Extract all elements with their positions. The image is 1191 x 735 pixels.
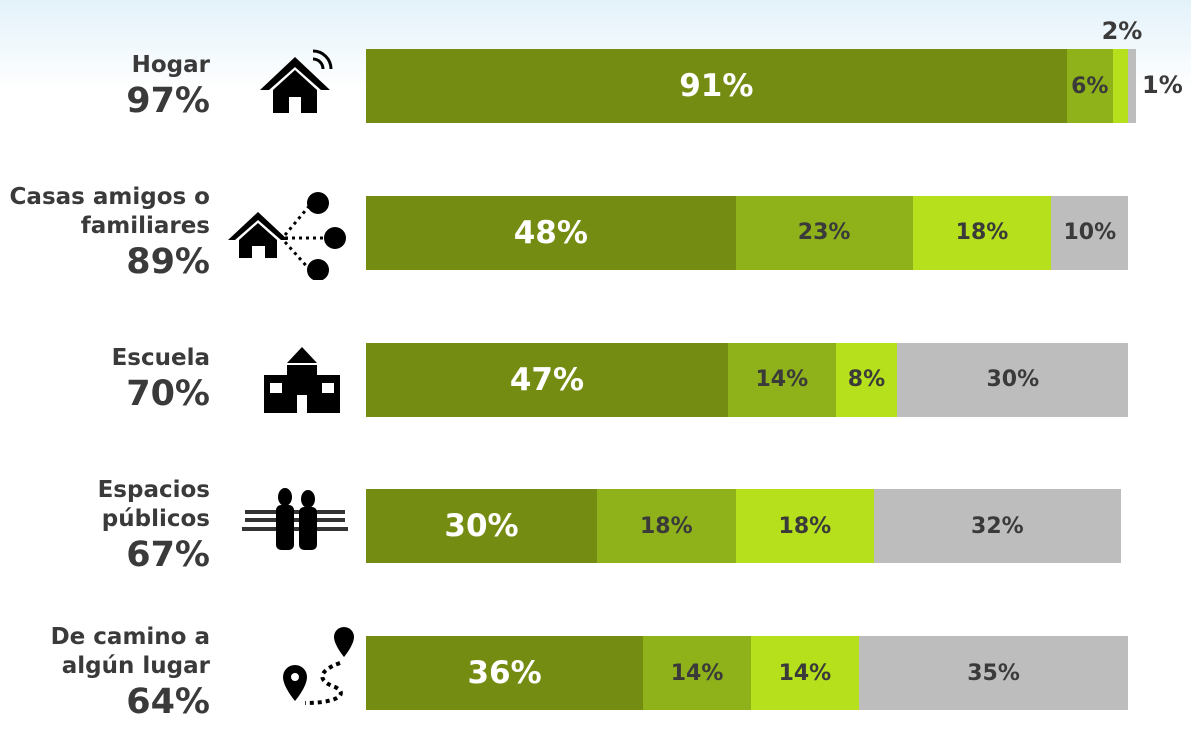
category-label: Escuela 70% bbox=[0, 310, 210, 450]
category-name: Casas amigos o familiares bbox=[9, 183, 210, 239]
bar-segment: 14% bbox=[727, 342, 836, 417]
category-label: Espacios públicos 67% bbox=[0, 456, 210, 596]
value-label: 6% bbox=[1071, 73, 1109, 99]
bench-icon bbox=[242, 488, 348, 550]
bar-segment: 18% bbox=[735, 489, 875, 564]
bar-segment: 18% bbox=[597, 489, 736, 564]
bar-segment: 10% bbox=[1051, 195, 1129, 270]
value-label: 14% bbox=[755, 367, 809, 392]
route-icon bbox=[283, 627, 354, 705]
category-name: Escuela bbox=[111, 345, 210, 371]
value-label: 91% bbox=[679, 68, 754, 104]
bar-segment: 30% bbox=[897, 342, 1129, 417]
category-label: De camino a algún lugar 64% bbox=[0, 603, 210, 735]
bar-segment: 6% bbox=[1066, 49, 1113, 123]
value-label: 36% bbox=[467, 655, 542, 691]
bar-segment: 14% bbox=[751, 636, 859, 710]
category-total: 89% bbox=[126, 241, 210, 282]
category-name: De camino a algún lugar bbox=[50, 624, 210, 679]
bar-segment: 47% bbox=[366, 342, 728, 417]
category-total: 70% bbox=[126, 374, 210, 414]
category-name: Espacios públicos bbox=[97, 477, 210, 533]
category-total: 64% bbox=[126, 682, 210, 722]
bar-segment: 35% bbox=[858, 636, 1129, 710]
bar-segment: 48% bbox=[366, 195, 736, 270]
value-label: 18% bbox=[778, 513, 832, 539]
value-label: 23% bbox=[797, 220, 851, 246]
bar-segment: 32% bbox=[874, 489, 1121, 564]
home-icon bbox=[260, 49, 333, 113]
value-label: 14% bbox=[670, 660, 724, 686]
bar-segment: 30% bbox=[366, 489, 597, 564]
category-label: Hogar 97% bbox=[0, 16, 210, 156]
category-name: Hogar bbox=[131, 51, 210, 78]
value-label: 18% bbox=[639, 513, 693, 539]
school-icon bbox=[264, 347, 340, 413]
value-label: 18% bbox=[955, 220, 1009, 246]
bar-segment bbox=[1128, 49, 1136, 123]
bar-segment: 8% bbox=[835, 342, 898, 417]
bar-segment: 14% bbox=[643, 636, 751, 710]
value-label: 30% bbox=[986, 367, 1040, 392]
value-label: 30% bbox=[444, 508, 519, 545]
value-label: 8% bbox=[847, 367, 886, 392]
value-label: 48% bbox=[513, 214, 588, 251]
value-label: 32% bbox=[971, 513, 1024, 539]
value-label: 1% bbox=[1142, 71, 1183, 99]
bar-segment: 91% bbox=[366, 49, 1067, 123]
value-label: 14% bbox=[778, 660, 832, 686]
category-total: 67% bbox=[126, 535, 210, 576]
bar-segment bbox=[1112, 49, 1129, 123]
value-label: 47% bbox=[509, 361, 585, 398]
bar-segment: 18% bbox=[912, 195, 1052, 270]
value-label: 2% bbox=[1101, 17, 1143, 45]
bar-segment: 23% bbox=[735, 195, 913, 270]
value-label: 35% bbox=[967, 660, 1020, 686]
friends-icon bbox=[228, 192, 346, 280]
category-label: Casas amigos o familiares 89% bbox=[0, 163, 210, 303]
category-total: 97% bbox=[126, 80, 210, 121]
value-label: 10% bbox=[1063, 220, 1117, 246]
bar-segment: 36% bbox=[366, 636, 644, 710]
